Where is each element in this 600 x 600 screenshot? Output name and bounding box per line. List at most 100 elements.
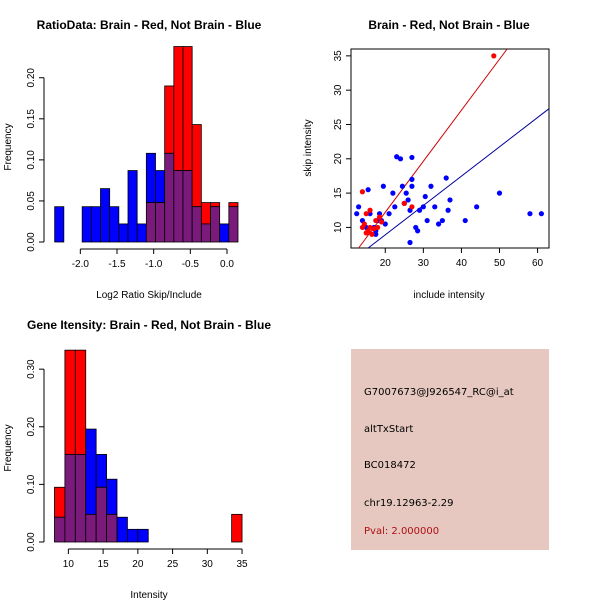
scatter-plot: Brain - Red, Not Brain - Blue 20 30 40 50 60… [303, 18, 550, 301]
point-not-brain [409, 183, 415, 189]
bar-overlap [64, 454, 76, 543]
bar-brain [173, 46, 184, 171]
point-not-brain [397, 156, 404, 162]
y-tick-label: 0.05 [26, 191, 37, 211]
y-tick-label: 0.20 [26, 417, 37, 437]
point-not-brain [496, 190, 503, 196]
bar-not-brain [137, 528, 149, 543]
ratio-axes: -2.0 -1.5 -1.0 -0.5 0.0 0.00 0.05 0.10 0.15 0.20 [26, 68, 234, 270]
point-not-brain [386, 211, 392, 217]
gene-title: Gene Itensity: Brain - Red, Not Brain - … [27, 318, 271, 332]
bar-brain [191, 124, 202, 208]
point-not-brain [435, 221, 442, 227]
point-brain [401, 200, 407, 206]
point-not-brain [415, 228, 421, 234]
bar-overlap [173, 170, 184, 243]
point-not-brain [394, 154, 400, 160]
x-tick-label: 35 [236, 559, 248, 570]
y-tick-label: 20 [333, 153, 344, 165]
y-tick-label: 25 [333, 118, 344, 130]
y-tick-label: 30 [333, 84, 344, 96]
point-not-brain [416, 207, 423, 213]
scatter-title: Brain - Red, Not Brain - Blue [368, 18, 530, 32]
bar-overlap [145, 202, 156, 243]
point-brain [373, 217, 379, 224]
ratio-title: RatioData: Brain - Red, Not Brain - Blue [37, 18, 262, 32]
point-not-brain [403, 190, 409, 196]
point-not-brain [390, 190, 396, 196]
bar-not-brain [106, 478, 118, 515]
x-tick-label: 60 [532, 258, 544, 269]
y-tick-label: 0.10 [26, 474, 37, 494]
gene-histogram: Gene Itensity: Brain - Red, Not Brain - … [3, 318, 271, 600]
point-not-brain [392, 204, 398, 210]
point-brain [409, 204, 415, 210]
scatter-points [354, 53, 544, 246]
point-brain [359, 224, 366, 231]
bar-overlap [182, 170, 193, 243]
bar-overlap [74, 454, 87, 543]
bar-overlap [228, 206, 239, 243]
x-tick-label: -1.0 [145, 259, 163, 270]
x-tick-label: 30 [418, 258, 430, 269]
ratio-ylabel: Frequency [3, 123, 14, 170]
point-brain [369, 231, 375, 237]
point-brain [491, 53, 497, 59]
y-tick-label: 0.30 [26, 359, 37, 379]
accession: BC018472 [364, 460, 416, 471]
x-tick-label: 20 [380, 258, 392, 269]
x-tick-label: 20 [132, 559, 144, 570]
event-type: altTxStart [364, 424, 414, 435]
bar-brain [64, 349, 76, 455]
x-tick-label: 30 [202, 559, 214, 570]
point-brain [367, 207, 373, 213]
gene-xlabel: Intensity [130, 590, 167, 600]
bar-not-brain [136, 223, 147, 243]
x-tick-label: 10 [63, 559, 75, 570]
x-tick-label: 0.0 [220, 259, 234, 270]
bar-overlap [106, 513, 118, 543]
point-not-brain [422, 193, 428, 200]
scatter-axes: 20 30 40 50 60 10 15 20 25 30 35 [333, 50, 544, 269]
point-not-brain [420, 204, 426, 210]
y-tick-label: 0.00 [26, 232, 37, 252]
x-tick-label: -0.5 [182, 259, 200, 270]
bar-not-brain [118, 223, 129, 243]
pvalue: Pval: 2.000000 [364, 526, 440, 537]
point-not-brain [432, 204, 438, 210]
bar-brain [210, 202, 221, 208]
x-tick-label: 50 [494, 258, 506, 269]
point-not-brain [409, 176, 415, 182]
scatter-frame [350, 48, 550, 249]
bar-brain [231, 513, 243, 543]
bar-not-brain [219, 223, 230, 243]
bar-brain [54, 486, 66, 518]
gene-axes: 10 15 20 25 30 35 0.00 0.10 0.20 0.30 [26, 359, 248, 570]
bar-not-brain [155, 170, 166, 203]
point-brain [375, 224, 381, 231]
scatter-xlabel: include intensity [413, 290, 484, 301]
point-not-brain [447, 197, 453, 203]
point-not-brain [538, 211, 544, 217]
fit-line-not-brain [367, 108, 550, 249]
y-tick-label: 0.20 [26, 68, 37, 88]
point-not-brain [428, 183, 434, 189]
bar-not-brain [127, 528, 139, 543]
point-not-brain [443, 175, 449, 181]
point-brain [363, 230, 369, 236]
point-not-brain [356, 204, 362, 210]
probe-id: G7007673@J926547_RC@i_at [364, 387, 514, 398]
point-not-brain [380, 183, 386, 189]
bar-overlap [54, 516, 66, 543]
point-brain [376, 214, 383, 220]
point-not-brain [405, 197, 411, 203]
point-not-brain [445, 207, 451, 213]
bar-not-brain [145, 152, 156, 203]
bar-overlap [164, 152, 175, 243]
bar-brain [200, 202, 211, 225]
bar-overlap [95, 486, 107, 543]
y-tick-label: 10 [333, 221, 344, 233]
point-not-brain [424, 217, 430, 224]
y-tick-label: 0.10 [26, 150, 37, 170]
